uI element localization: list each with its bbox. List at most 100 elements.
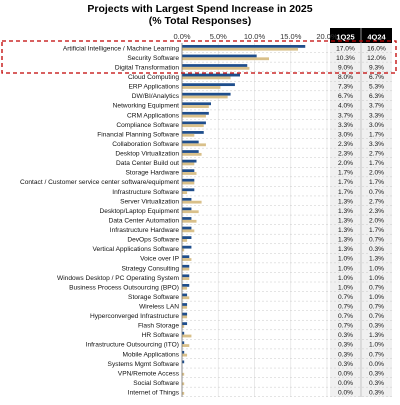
bar-1q25 xyxy=(182,264,190,268)
x-tick-label: 20.0% xyxy=(316,32,338,41)
x-tick-label: 5.0% xyxy=(210,32,227,41)
value-4q24: 0.3% xyxy=(369,390,384,397)
row-separators xyxy=(182,52,392,397)
bar-1q25 xyxy=(182,207,192,211)
category-label: Collaboration Software xyxy=(112,141,179,148)
value-1q25: 0.7% xyxy=(338,304,353,311)
value-table: 17.0% 16.0% 10.3% 12.0% 9.0% 9.3% 8.0% 6.7% 7.3%… xyxy=(336,45,386,396)
bar-4q24 xyxy=(182,47,298,51)
bar-1q25 xyxy=(182,92,231,96)
category-label: Hyperconverged Infrastructure xyxy=(90,313,179,320)
value-1q25: 1.0% xyxy=(338,275,353,282)
value-1q25: 0.3% xyxy=(338,332,353,339)
value-1q25: 0.3% xyxy=(338,351,353,358)
bar-4q24 xyxy=(182,334,192,338)
bar-4q24 xyxy=(182,191,188,194)
category-label: DevOps Software xyxy=(127,237,179,244)
value-1q25: 10.3% xyxy=(336,55,355,62)
x-tick-label: 0.0% xyxy=(173,32,190,41)
bar-1q25 xyxy=(182,331,185,335)
highlight-box xyxy=(1,40,397,74)
category-label: Financial Planning Software xyxy=(97,131,179,138)
value-1q25: 9.0% xyxy=(338,65,353,72)
bar-4q24 xyxy=(182,248,185,252)
value-1q25: 1.7% xyxy=(338,170,353,177)
value-4q24: 5.3% xyxy=(369,84,384,91)
category-label: Compliance Software xyxy=(116,122,179,129)
x-axis-ticks: 0.0% 5.0% 10.0% 15.0% 20.0% xyxy=(173,32,338,41)
bar-1q25 xyxy=(182,111,209,115)
category-label: Infrastructure Software xyxy=(112,189,179,196)
value-4q24: 3.0% xyxy=(369,122,384,129)
value-4q24: 0.7% xyxy=(369,351,384,358)
bar-1q25 xyxy=(182,83,235,87)
value-1q25: 3.7% xyxy=(338,112,353,119)
bar-4q24 xyxy=(182,95,228,99)
value-4q24: 9.3% xyxy=(369,65,384,72)
table-header-4q24: 4Q24 xyxy=(367,33,386,42)
value-1q25: 0.0% xyxy=(338,390,353,397)
value-4q24: 0.3% xyxy=(369,380,384,387)
category-label: ERP Applications xyxy=(129,84,180,91)
bar-1q25 xyxy=(182,236,192,239)
category-label: DW/BI/Analytics xyxy=(132,93,180,100)
category-label: Data Center Automation xyxy=(109,217,180,224)
bar-1q25 xyxy=(182,169,195,173)
bar-1q25 xyxy=(182,197,192,201)
value-4q24: 1.7% xyxy=(369,131,384,138)
x-tick-label: 15.0% xyxy=(280,32,302,41)
value-1q25: 0.7% xyxy=(338,323,353,330)
value-1q25: 3.3% xyxy=(338,122,353,129)
category-label: Vertical Applications Software xyxy=(93,246,180,253)
value-4q24: 1.3% xyxy=(369,332,384,339)
bar-1q25 xyxy=(182,188,195,192)
value-4q24: 1.7% xyxy=(369,179,384,186)
bar-4q24 xyxy=(182,353,188,357)
category-label: Windows Desktop / PC Operating System xyxy=(57,275,180,282)
value-1q25: 2.3% xyxy=(338,141,353,148)
value-4q24: 1.0% xyxy=(369,265,384,272)
value-4q24: 3.7% xyxy=(369,103,384,110)
category-label: Strategy Consulting xyxy=(121,265,179,272)
bar-4q24 xyxy=(182,162,195,166)
bar-1q25 xyxy=(182,45,306,48)
x-tick-label: 10.0% xyxy=(244,32,266,41)
bar-4q24 xyxy=(182,267,190,271)
value-1q25: 2.3% xyxy=(338,151,353,158)
value-1q25: 1.3% xyxy=(338,198,353,205)
chart-title: Projects with Largest Spend Increase in … xyxy=(87,3,312,15)
bar-1q25 xyxy=(182,312,188,316)
value-1q25: 0.7% xyxy=(338,313,353,320)
category-label: Flash Storage xyxy=(138,323,179,330)
category-labels: Artificial Intelligence / Machine Learni… xyxy=(20,45,180,396)
value-4q24: 2.7% xyxy=(369,151,384,158)
bar-1q25 xyxy=(182,226,192,230)
bar-1q25 xyxy=(182,64,248,67)
value-1q25: 1.3% xyxy=(338,237,353,244)
bar-1q25 xyxy=(182,102,211,106)
value-1q25: 3.0% xyxy=(338,131,353,138)
bar-1q25 xyxy=(182,303,188,306)
value-1q25: 1.3% xyxy=(338,227,353,234)
bars xyxy=(182,45,306,395)
bar-4q24 xyxy=(182,391,185,395)
bar-1q25 xyxy=(182,284,190,287)
value-1q25: 4.0% xyxy=(338,103,353,110)
category-label: Infrastructure Hardware xyxy=(110,227,180,234)
bar-4q24 xyxy=(182,325,185,328)
value-4q24: 3.3% xyxy=(369,141,384,148)
value-4q24: 2.0% xyxy=(369,217,384,224)
bar-4q24 xyxy=(182,239,188,242)
value-4q24: 1.0% xyxy=(369,342,384,349)
bar-1q25 xyxy=(182,245,192,249)
category-label: Infrastructure Outsourcing (ITO) xyxy=(86,342,179,349)
bar-1q25 xyxy=(182,178,195,182)
category-label: Systems Mgmt Software xyxy=(108,361,180,368)
category-label: Voice over IP xyxy=(140,256,179,263)
value-4q24: 1.7% xyxy=(369,227,384,234)
bar-4q24 xyxy=(182,105,209,108)
bar-1q25 xyxy=(182,217,192,220)
bar-1q25 xyxy=(182,274,190,278)
value-4q24: 0.7% xyxy=(369,237,384,244)
